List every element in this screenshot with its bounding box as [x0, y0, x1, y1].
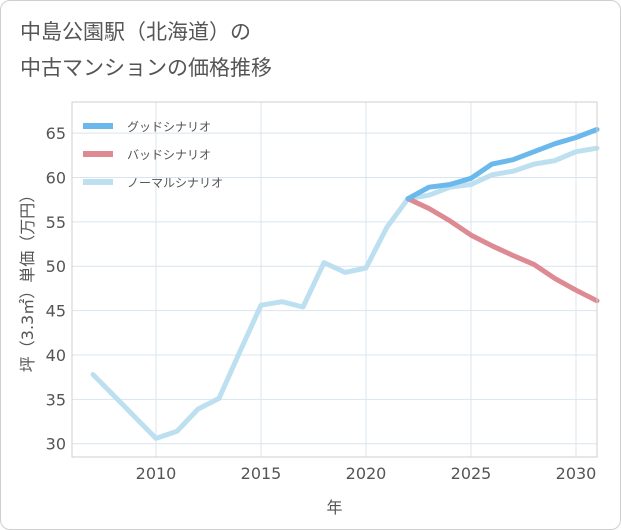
series-lines [90, 127, 600, 441]
y-tick-label-65: 65 [46, 124, 66, 143]
page-title: 中島公園駅（北海道）の 中古マンションの価格推移 [20, 14, 272, 86]
plot-border [71, 101, 598, 458]
grid-lines [72, 102, 597, 457]
y-tick-label-50: 50 [46, 257, 66, 276]
x-tick-label-2015: 2015 [241, 464, 282, 483]
y-tick-label-60: 60 [46, 168, 66, 187]
plot-frame [71, 101, 598, 458]
series-line-normal [90, 145, 600, 441]
title-line-2: 中古マンションの価格推移 [20, 56, 272, 80]
x-axis-label: 年 [326, 498, 342, 517]
x-tick-label-2010: 2010 [136, 464, 177, 483]
x-tick-label-2030: 2030 [556, 464, 597, 483]
x-tick-label-2020: 2020 [346, 464, 387, 483]
series-line-bad [405, 196, 600, 304]
axis-ticks: 30 35 40 45 50 55 60 65 2010 2015 2020 2025 2030 [46, 124, 597, 483]
x-tick-label-2025: 2025 [451, 464, 492, 483]
legend-label-normal: ノーマルシナリオ [127, 176, 223, 190]
legend-label-good: グッドシナリオ [127, 120, 211, 134]
y-tick-label-45: 45 [46, 302, 66, 321]
y-tick-label-35: 35 [46, 390, 66, 409]
series-line-good [405, 127, 600, 202]
legend-label-bad: バッドシナリオ [127, 148, 211, 162]
title-line-1: 中島公園駅（北海道）の [20, 20, 251, 44]
y-tick-label-30: 30 [46, 435, 66, 454]
y-tick-label-55: 55 [46, 213, 66, 232]
y-tick-label-40: 40 [46, 346, 66, 365]
y-axis-label: 坪（3.3㎡）単価（万円） [18, 187, 37, 372]
